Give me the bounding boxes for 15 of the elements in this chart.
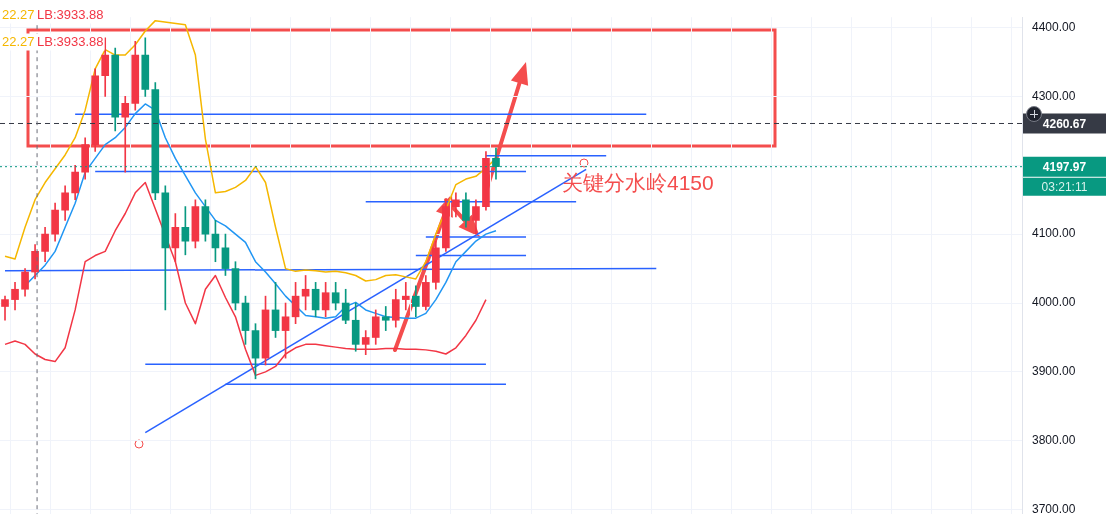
ref-line-label: 4197.97 bbox=[1042, 160, 1087, 174]
y-tick-label: 3800.00 bbox=[1032, 433, 1076, 448]
annotation: 22.27 bbox=[2, 33, 35, 49]
annotation: 22.27 bbox=[2, 6, 35, 22]
y-tick-label: 4100.00 bbox=[1032, 226, 1076, 241]
annotation: 关键分水岭4150 bbox=[562, 170, 714, 194]
annotation: LB:3933.88 bbox=[37, 6, 104, 22]
y-tick-label: 3700.00 bbox=[1032, 501, 1076, 516]
text: 03:21:11 bbox=[1041, 180, 1088, 194]
y-tick-label: 4400.00 bbox=[1032, 19, 1076, 34]
y-tick-label: 3900.00 bbox=[1032, 364, 1076, 379]
y-tick-label: 4300.00 bbox=[1032, 88, 1076, 103]
y-tick-label: 4000.00 bbox=[1032, 295, 1076, 310]
annotation: LB:3933.88 bbox=[37, 33, 104, 49]
ref-line-label: 4260.67 bbox=[1042, 116, 1087, 131]
